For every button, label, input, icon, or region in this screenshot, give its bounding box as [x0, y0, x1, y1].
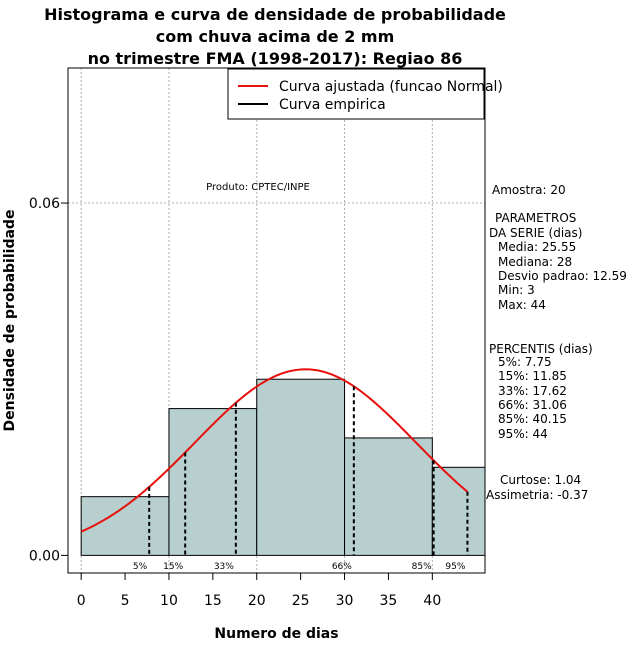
sample-size: Amostra: 20 — [492, 183, 566, 197]
percentile-label-95: 95% — [445, 562, 465, 572]
x-tick-label-35: 35 — [380, 593, 398, 609]
chart-title-line-1: Histograma e curva de densidade de proba… — [44, 5, 506, 24]
legend-box — [227, 68, 485, 120]
histogram-bar-4 — [431, 466, 486, 556]
stat-min: Min: 3 — [498, 283, 535, 297]
stat-std: Desvio padrao: 12.59 — [498, 269, 627, 283]
x-tick-label-10: 10 — [160, 593, 178, 609]
x-tick-label-25: 25 — [292, 593, 310, 609]
x-tick-label-0: 0 — [77, 593, 86, 609]
percentile-33: 33%: 17.62 — [498, 384, 567, 398]
stat-mean: Media: 25.55 — [498, 240, 577, 254]
chart-title-line-2: com chuva acima de 2 mm — [155, 27, 395, 46]
histogram-bar-3 — [344, 437, 433, 556]
x-tick-label-40: 40 — [423, 593, 441, 609]
legend-empirical-label: Curva empirica — [279, 97, 386, 113]
stat-kurtosis: Curtose: 1.04 — [500, 473, 582, 487]
percentile-label-5: 5% — [133, 562, 148, 572]
x-tick-label-15: 15 — [204, 593, 222, 609]
product-label: Produto: CPTEC/INPE — [206, 182, 310, 193]
percentile-label-33: 33% — [214, 562, 234, 572]
y-axis-label: Densidade de probabilidade — [2, 210, 18, 432]
percentile-label-85: 85% — [412, 562, 432, 572]
y-tick-label-0: 0.00 — [29, 548, 60, 564]
stat-median: Mediana: 28 — [498, 255, 573, 269]
percentiles-header: PERCENTIS (dias) — [489, 342, 593, 356]
legend-fitted-label: Curva ajustada (funcao Normal) — [279, 79, 503, 95]
percentile-label-66: 66% — [332, 562, 352, 572]
x-tick-label-20: 20 — [248, 593, 266, 609]
params-header-1: PARAMETROS — [495, 211, 577, 225]
y-tick-label-1: 0.06 — [29, 196, 60, 212]
normal-fit-curve — [80, 368, 469, 533]
percentile-label-15: 15% — [163, 562, 183, 572]
histogram-bar-1 — [168, 408, 258, 556]
params-header-2: DA SERIE (dias) — [489, 226, 583, 240]
percentile-15: 15%: 11.85 — [498, 369, 567, 383]
percentile-66: 66%: 31.06 — [498, 398, 567, 412]
x-axis-label: Numero de dias — [214, 626, 338, 642]
x-tick-label-30: 30 — [336, 593, 354, 609]
percentile-85: 85%: 40.15 — [498, 412, 567, 426]
stat-max: Max: 44 — [498, 298, 546, 312]
x-tick-label-5: 5 — [121, 593, 130, 609]
percentile-5: 5%: 7.75 — [498, 355, 552, 369]
chart-title-line-3: no trimestre FMA (1998-2017): Regiao 86 — [87, 49, 463, 68]
stat-skewness: Assimetria: -0.37 — [486, 488, 589, 502]
histogram-bar-2 — [256, 378, 346, 556]
percentile-95: 95%: 44 — [498, 427, 548, 441]
